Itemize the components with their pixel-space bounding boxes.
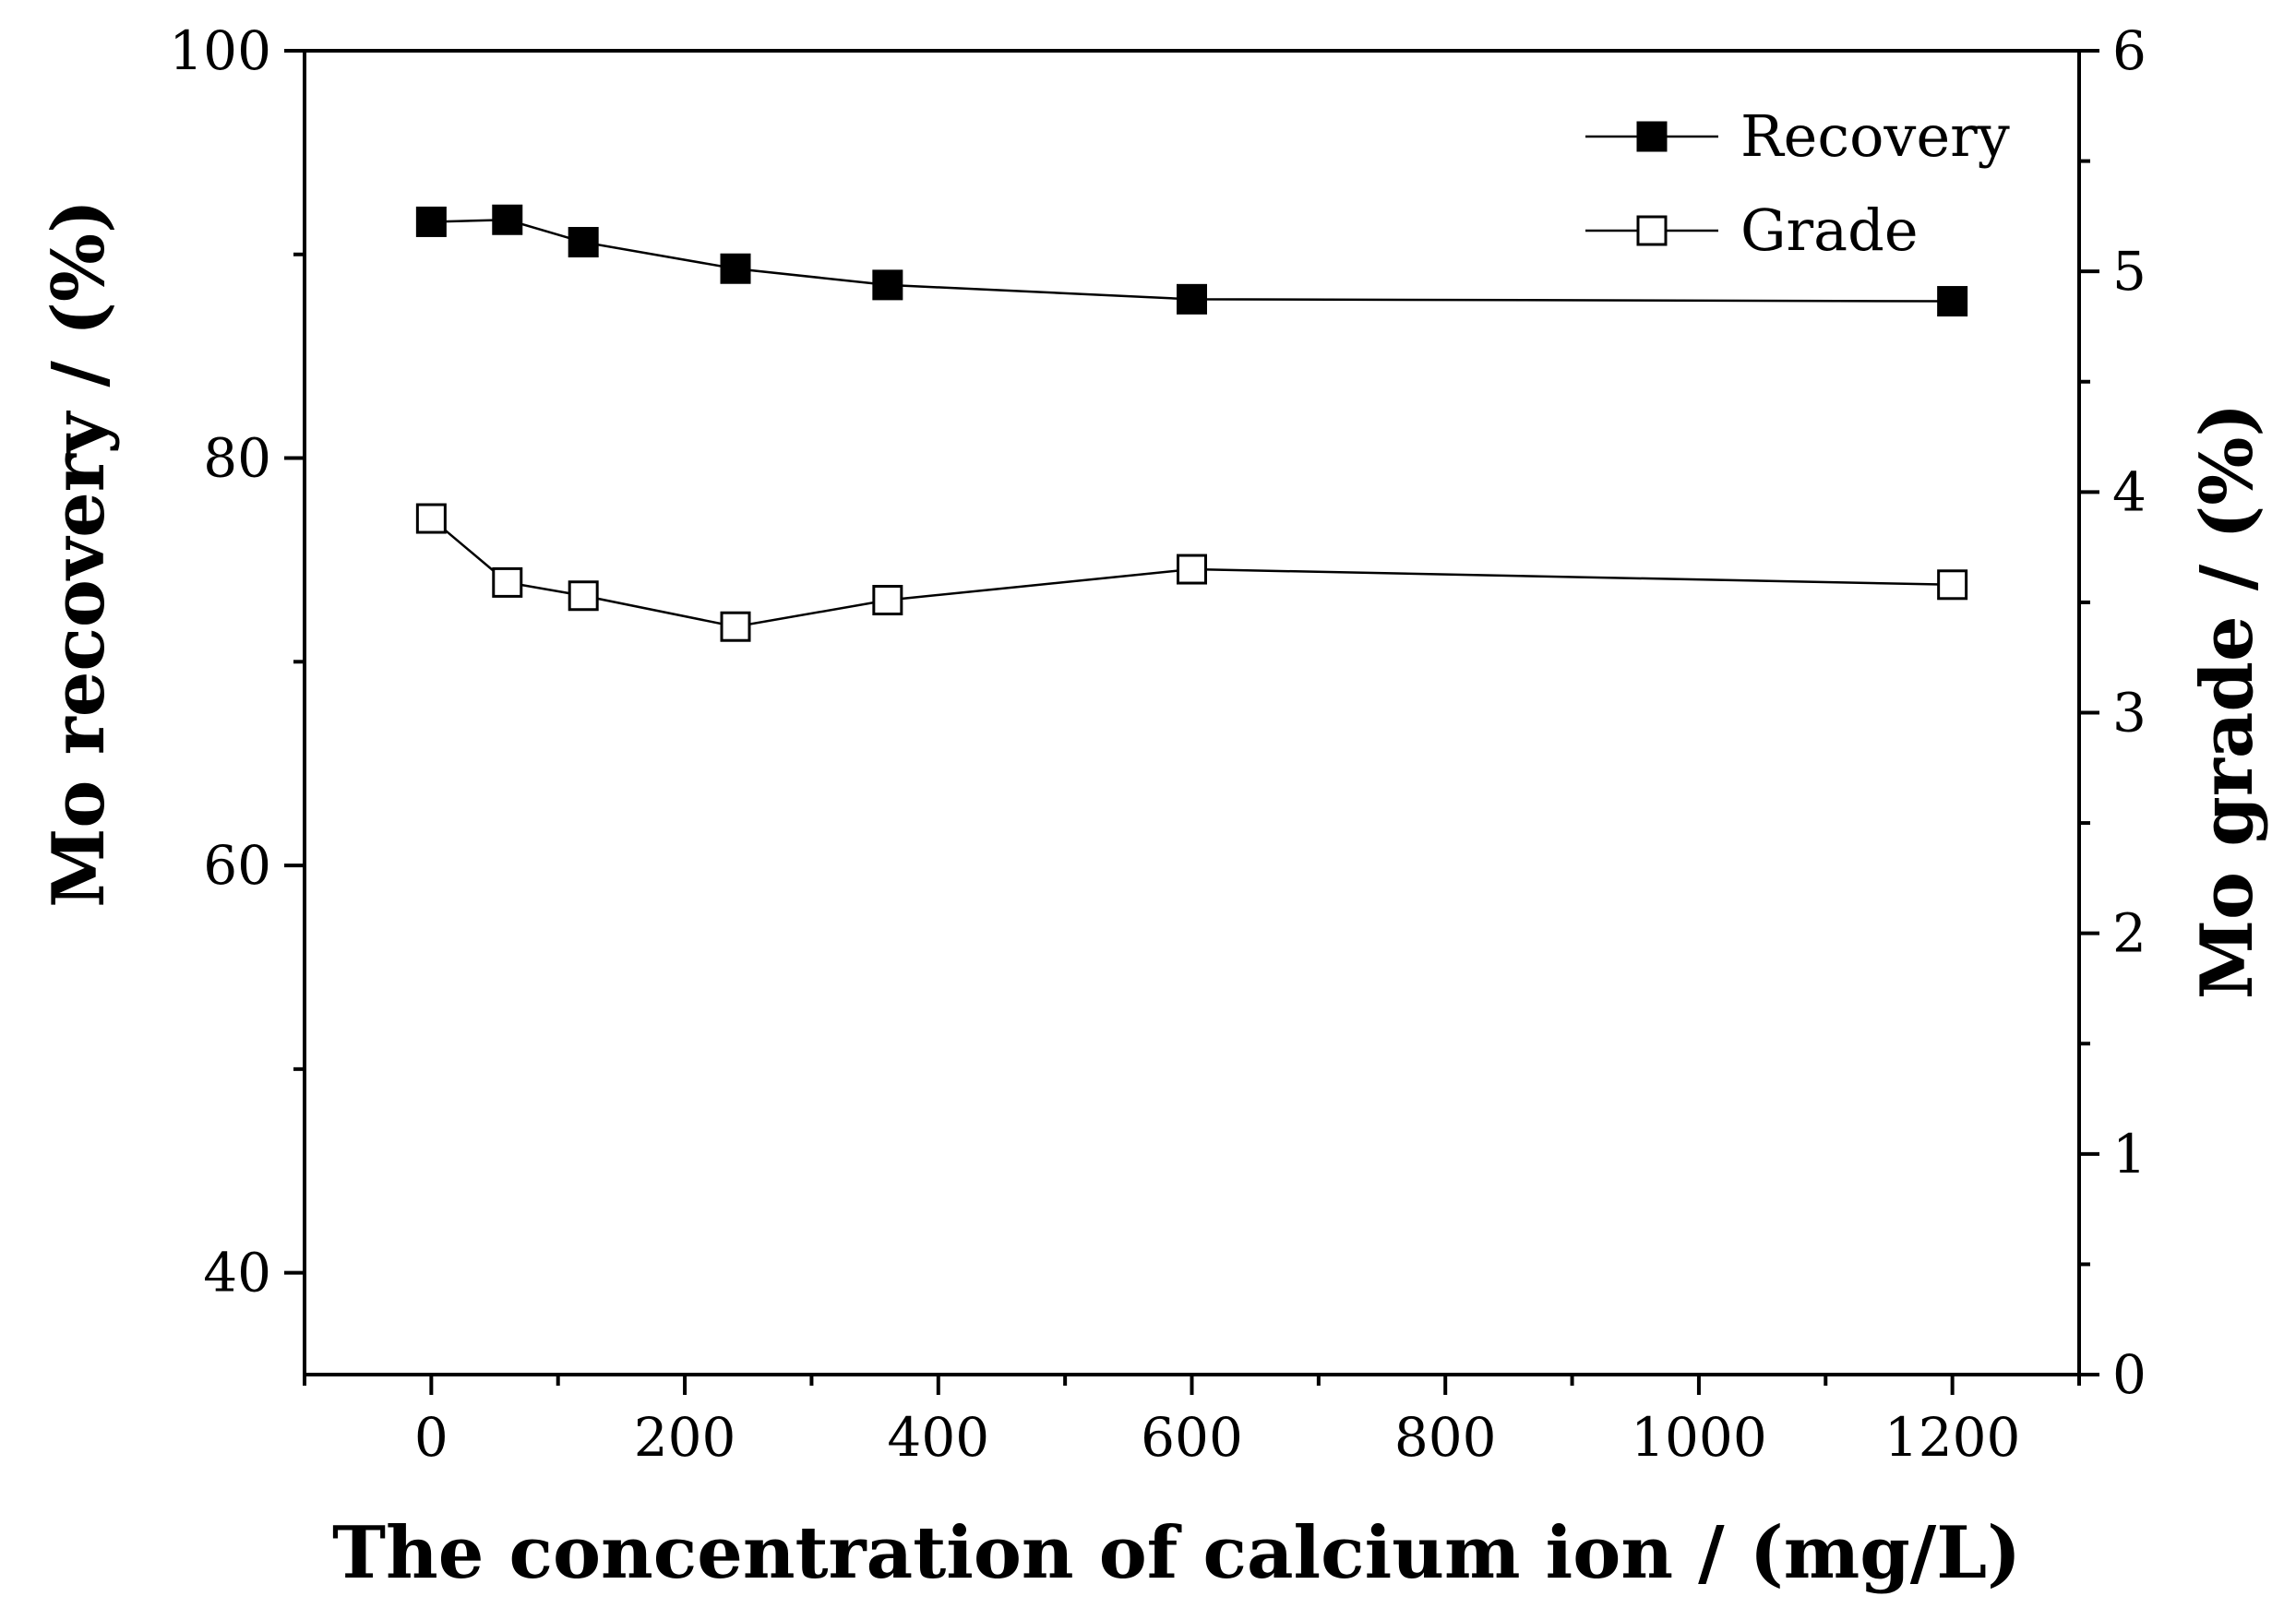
y-left-tick-label: 60 <box>203 834 271 897</box>
recovery-point <box>720 253 751 284</box>
recovery-point <box>872 269 903 301</box>
grade-point <box>872 585 903 616</box>
grade-point <box>492 566 523 598</box>
recovery-point <box>415 206 447 237</box>
series-layer <box>415 204 1968 642</box>
grade-point <box>1177 554 1207 585</box>
recovery-point <box>1177 283 1207 315</box>
y-right-tick-label: 2 <box>2112 902 2147 965</box>
recovery-point <box>492 204 523 235</box>
legend-marker-grade <box>1636 215 1668 246</box>
legend: Recovery Grade <box>1585 102 2010 264</box>
recovery-point <box>568 227 599 258</box>
y-left-tick-label: 80 <box>203 427 271 490</box>
x-tick-label: 1200 <box>1884 1406 2021 1469</box>
left-y-axis-title: Mo recovery / (%) <box>37 199 121 908</box>
grade-point <box>415 503 447 534</box>
legend-marker-recovery <box>1636 121 1668 152</box>
y-right-tick-label: 6 <box>2112 19 2147 82</box>
legend-label-grade: Grade <box>1740 197 1919 264</box>
x-tick-label: 0 <box>414 1406 448 1469</box>
grade-point <box>568 580 599 612</box>
x-tick-label: 1000 <box>1631 1406 1767 1469</box>
x-tick-label: 600 <box>1141 1406 1243 1469</box>
x-tick-label: 800 <box>1394 1406 1497 1469</box>
recovery-point <box>1937 286 1968 317</box>
x-axis-title: The concentration of calcium ion / (mg/L… <box>332 1511 2021 1595</box>
y-right-tick-label: 3 <box>2112 682 2147 744</box>
y-right-tick-label: 0 <box>2112 1343 2147 1406</box>
y-left-tick-label: 100 <box>169 19 271 82</box>
y-right-tick-label: 5 <box>2112 240 2147 303</box>
right-y-axis-title: Mo grade / (%) <box>2185 403 2269 1000</box>
x-tick-label: 400 <box>887 1406 989 1469</box>
grade-point <box>720 611 751 642</box>
y-left-tick-label: 40 <box>203 1242 271 1304</box>
x-tick-label: 200 <box>634 1406 736 1469</box>
grade-point <box>1937 569 1968 601</box>
y-right-tick-label: 4 <box>2112 460 2147 523</box>
legend-label-recovery: Recovery <box>1740 102 2010 170</box>
y-right-tick-label: 1 <box>2112 1123 2147 1185</box>
